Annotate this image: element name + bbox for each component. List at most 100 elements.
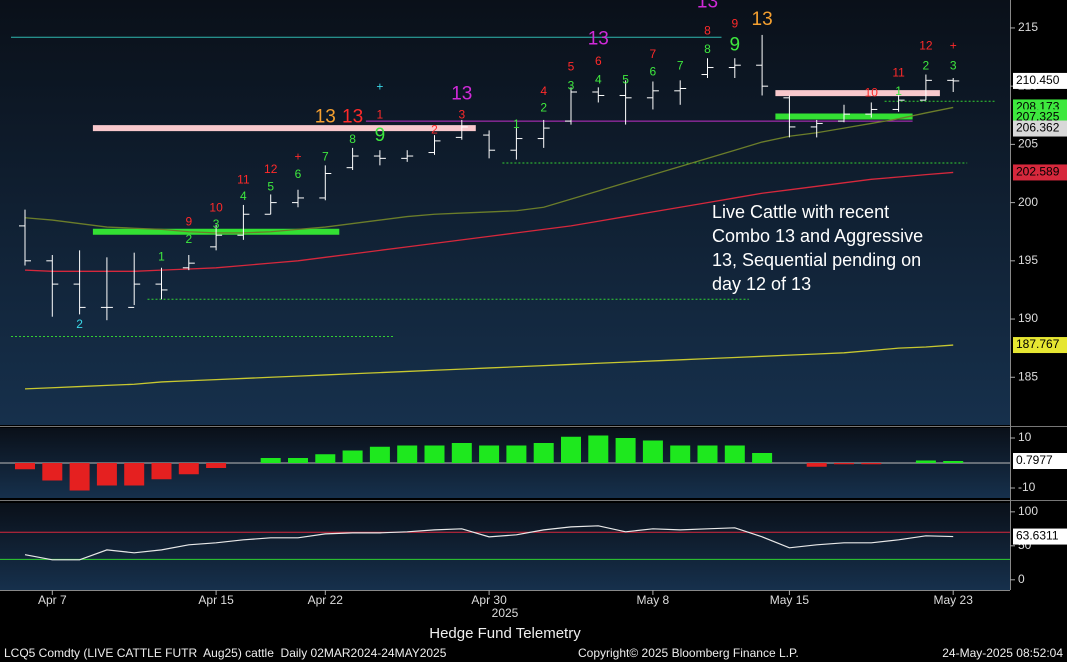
bar	[724, 445, 745, 463]
count-label: 12	[919, 39, 933, 53]
count-label: 13	[342, 107, 363, 128]
count-label: 7	[677, 59, 684, 73]
bar	[915, 460, 936, 463]
callout-text: Combo 13 and Aggressive	[712, 226, 923, 246]
y-tick-label: 185	[1018, 369, 1038, 383]
y-tick-label: -10	[1018, 480, 1036, 494]
price-label: 202.589	[1016, 165, 1060, 179]
last-value: 0.7977	[1016, 453, 1053, 467]
x-tick-label: Apr 7	[38, 593, 67, 607]
main-panel	[0, 0, 1010, 425]
price-label-box	[1013, 337, 1067, 354]
price-label: 207.325	[1016, 109, 1060, 123]
bar	[96, 463, 117, 486]
y-tick-label: 195	[1018, 253, 1038, 267]
bar	[315, 454, 336, 463]
count-label: 5	[622, 73, 629, 87]
bar	[670, 445, 691, 463]
count-label: 5	[568, 60, 575, 74]
bar	[451, 443, 472, 463]
bar	[342, 450, 363, 463]
count-label: 2	[76, 317, 83, 331]
price-label: 210.450	[1016, 73, 1060, 87]
bar	[588, 435, 609, 463]
x-tick-label: May 15	[770, 593, 810, 607]
last-value: 63.6311	[1016, 529, 1059, 543]
count-label: 4	[240, 189, 247, 203]
x-tick-label: May 23	[934, 593, 974, 607]
count-label: +	[376, 80, 383, 94]
bar	[69, 463, 90, 491]
count-label: 2	[185, 232, 192, 246]
bar	[206, 463, 227, 468]
bar	[397, 445, 418, 463]
count-label: 3	[568, 78, 575, 92]
count-label: 3	[213, 217, 220, 231]
y-tick-label: 10	[1018, 430, 1032, 444]
count-label: 11	[892, 66, 905, 80]
callout-text: Live Cattle with recent	[712, 202, 889, 222]
x-tick-label: May 8	[637, 593, 670, 607]
bar	[533, 443, 554, 463]
price-label-box	[1013, 164, 1067, 181]
count-label: 8	[349, 132, 356, 146]
y-tick-label: 190	[1018, 311, 1038, 325]
y-tick-label: 100	[1018, 504, 1038, 518]
count-label: 9	[375, 125, 386, 146]
count-label: 10	[209, 201, 223, 215]
count-label: 4	[595, 73, 602, 87]
count-label: 6	[650, 64, 657, 78]
oscillator-line	[24, 525, 954, 561]
count-label: 3	[458, 107, 465, 121]
moving-average	[24, 106, 954, 234]
x-tick-label: Apr 15	[198, 593, 234, 607]
count-label: +	[950, 39, 957, 53]
bar	[369, 446, 390, 463]
x-tick-label: Apr 30	[471, 593, 507, 607]
count-label: 4	[540, 84, 547, 98]
y-tick-label: 0	[1018, 572, 1025, 586]
count-label: 1	[895, 84, 902, 98]
bar	[642, 440, 663, 463]
bar	[42, 463, 63, 481]
bar	[479, 445, 500, 463]
count-label: 12	[264, 162, 278, 176]
count-label: 9	[730, 34, 741, 55]
last-value-box	[1013, 528, 1067, 545]
count-label: 13	[752, 9, 773, 30]
count-label: 2	[923, 59, 930, 73]
price-label: 206.362	[1016, 121, 1060, 135]
count-label: 7	[322, 149, 329, 163]
count-label: 13	[697, 0, 718, 12]
count-label: 2	[540, 100, 547, 114]
callout-text: 13, Sequential pending on	[712, 250, 921, 270]
count-label: 5	[267, 180, 274, 194]
count-label: 1	[513, 117, 520, 131]
count-label: 1	[377, 107, 384, 121]
count-label: 11	[237, 173, 250, 187]
bar	[288, 458, 308, 463]
count-label: 6	[295, 167, 302, 181]
count-label: 13	[451, 83, 472, 104]
count-label: 1	[158, 250, 165, 264]
count-label: 8	[704, 42, 711, 56]
bar	[15, 463, 35, 470]
moving-average	[24, 344, 954, 390]
count-label: 7	[650, 47, 657, 61]
price-label-box	[1013, 72, 1067, 89]
bar	[806, 463, 827, 467]
price-label: 187.767	[1016, 337, 1060, 351]
bar	[834, 463, 854, 465]
count-label: 13	[588, 29, 609, 50]
callout-text: day 12 of 13	[712, 274, 811, 294]
count-label: +	[294, 149, 301, 163]
price-label-box	[1013, 120, 1067, 137]
bar	[424, 445, 445, 463]
bar	[615, 438, 636, 463]
bar	[697, 445, 718, 463]
bar	[124, 463, 145, 486]
bar	[506, 445, 527, 463]
year-label: 2025	[492, 606, 519, 620]
